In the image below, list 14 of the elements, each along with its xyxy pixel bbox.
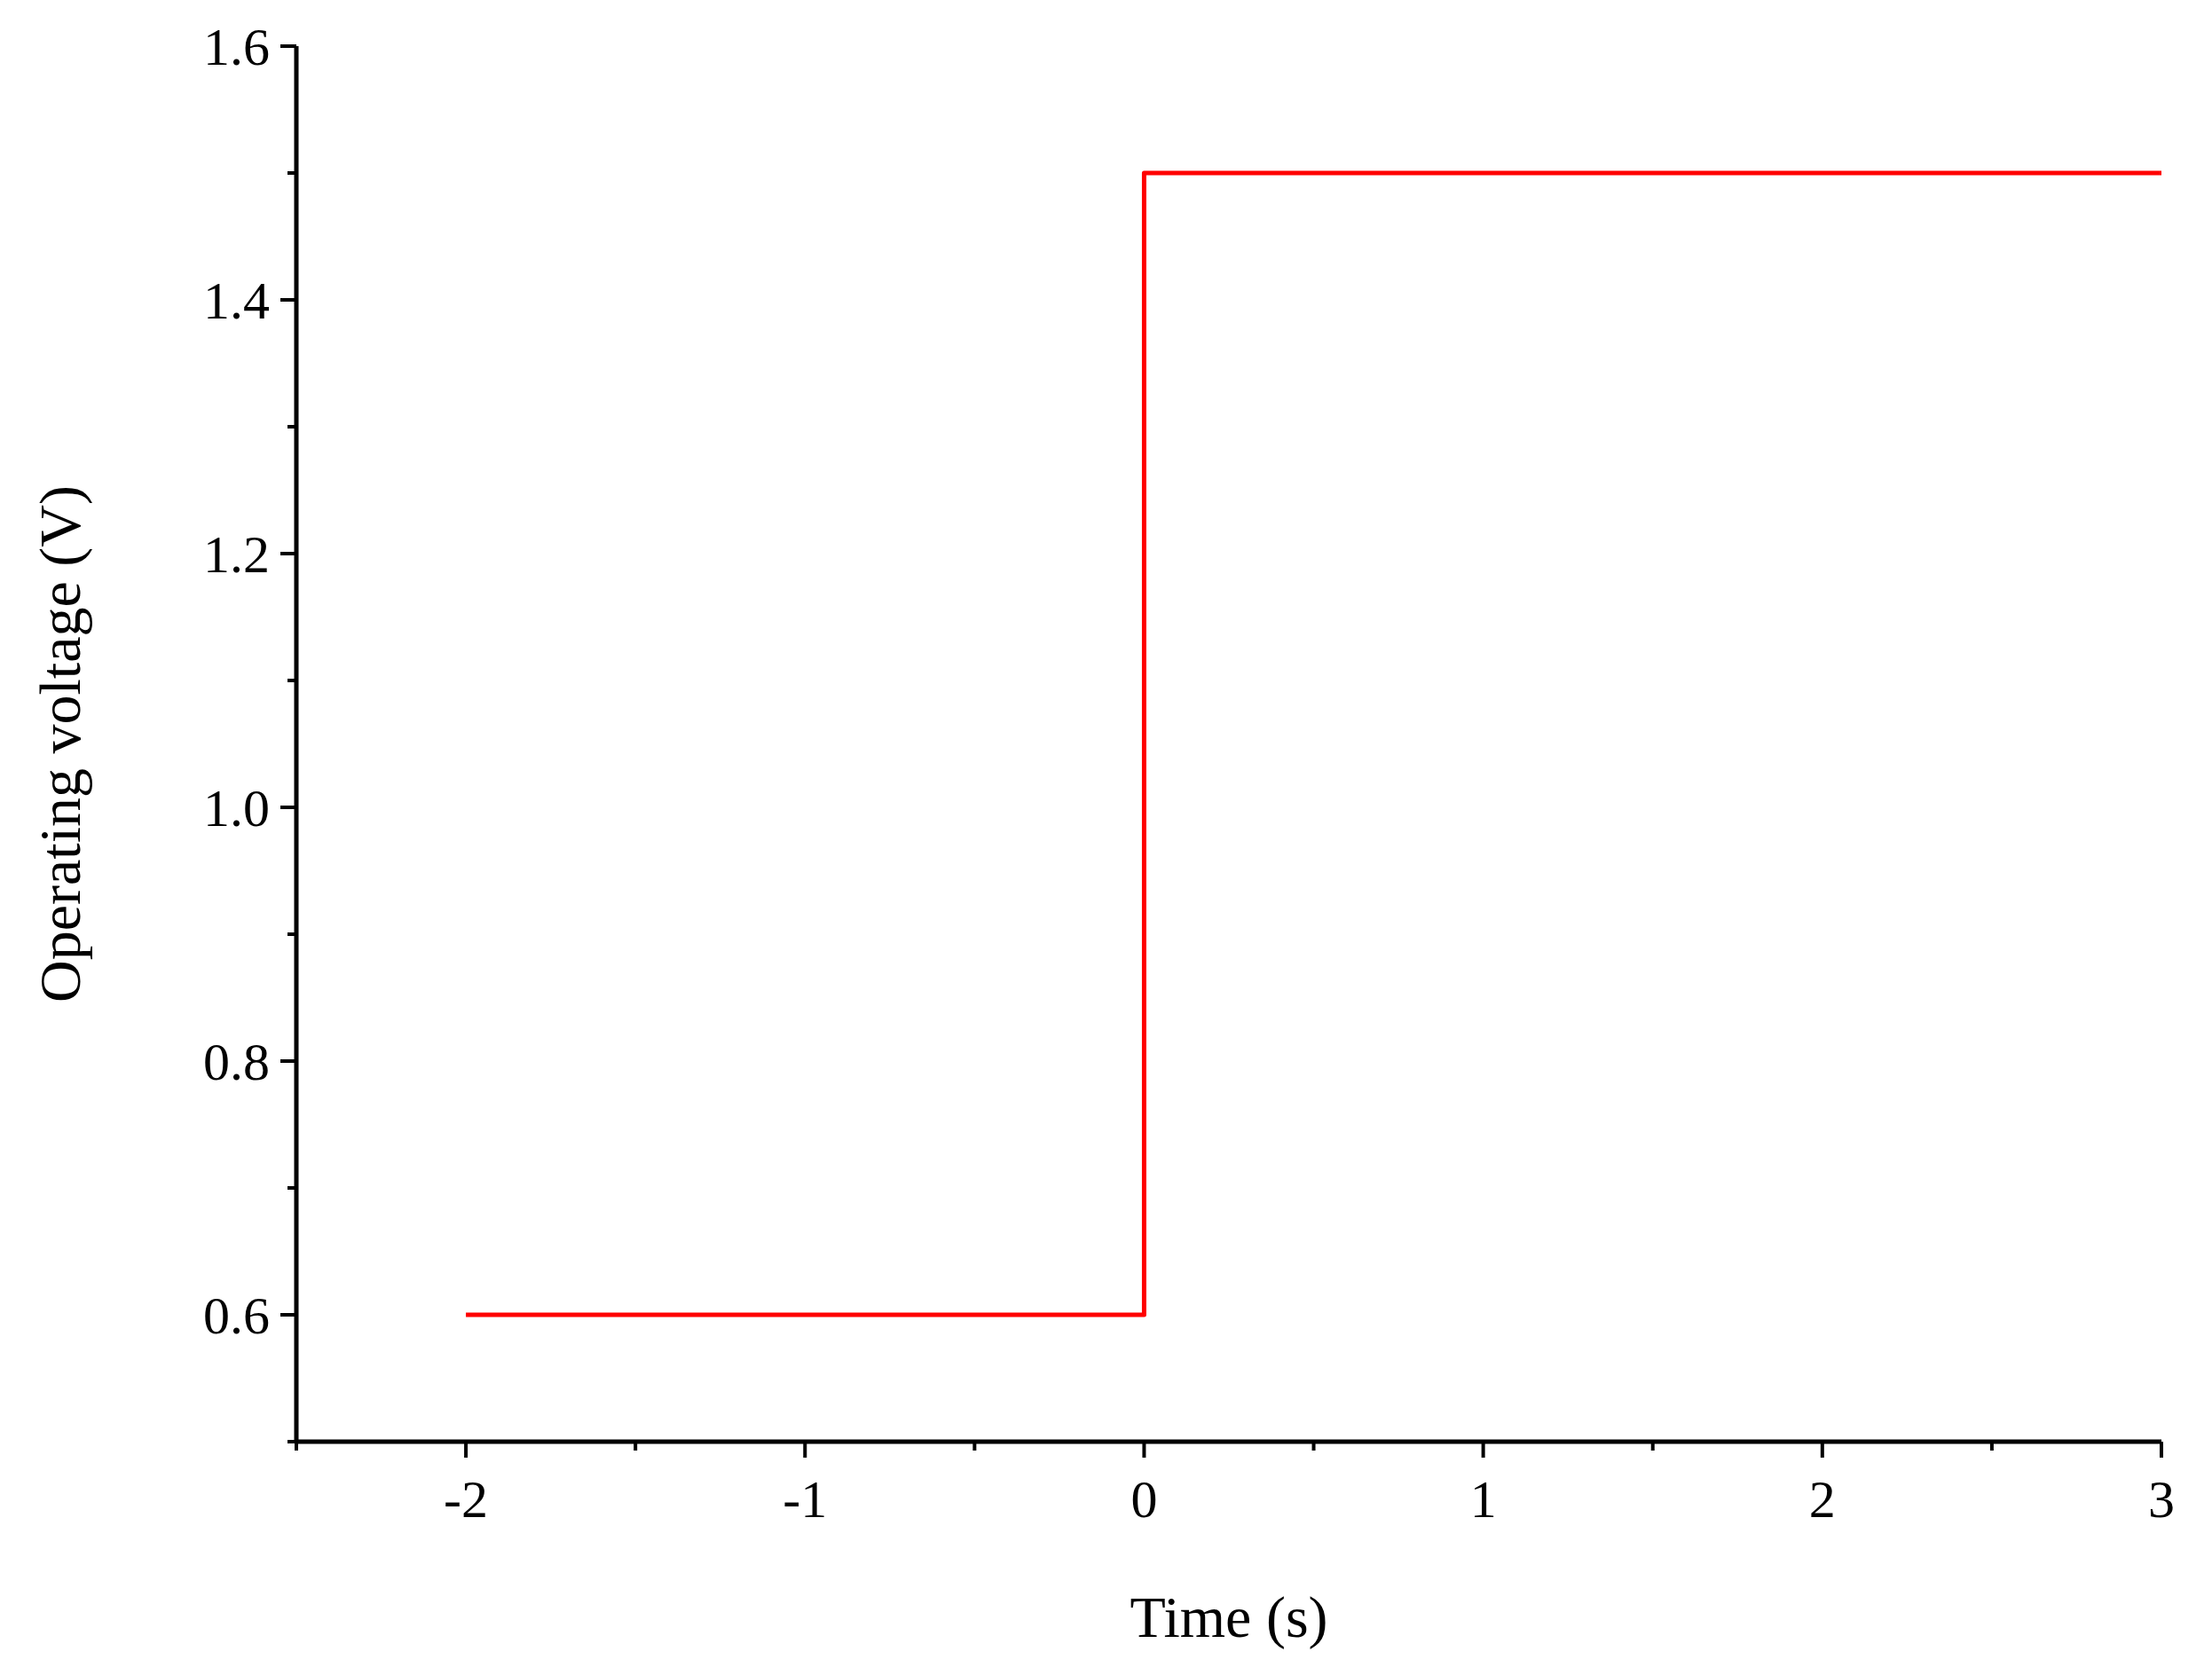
y-tick-label: 0.6 (203, 1286, 270, 1345)
y-tick-label: 1.2 (203, 525, 270, 584)
y-tick-label: 0.8 (203, 1033, 270, 1091)
x-tick-label: -1 (783, 1470, 828, 1529)
y-tick-label: 1.0 (203, 779, 270, 838)
y-axis-title: Operating voltage (V) (28, 485, 93, 1003)
x-axis-title: Time (s) (1130, 1585, 1328, 1650)
x-tick-label: 2 (1808, 1470, 1836, 1529)
x-tick-label: 3 (2148, 1470, 2175, 1529)
x-tick-label: 1 (1469, 1470, 1497, 1529)
y-tick-label: 1.4 (203, 271, 270, 330)
y-tick-label: 1.6 (203, 18, 270, 76)
x-tick-label: -2 (444, 1470, 489, 1529)
x-tick-label: 0 (1130, 1470, 1158, 1529)
